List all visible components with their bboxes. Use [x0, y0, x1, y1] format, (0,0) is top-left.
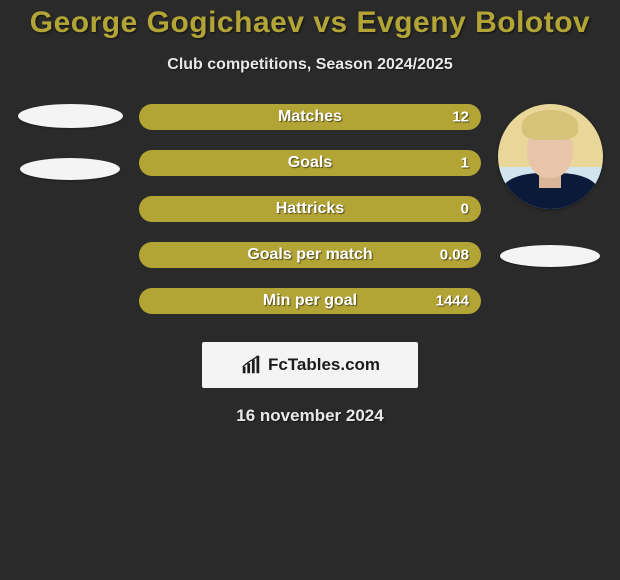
stat-label: Hattricks: [276, 200, 344, 218]
avatar-hair: [522, 110, 578, 140]
stat-value: 0.08: [440, 247, 469, 264]
stat-value: 0: [461, 201, 469, 218]
stat-bar-hattricks: Hattricks 0: [139, 196, 481, 222]
right-avatar: [498, 104, 603, 209]
left-avatar-placeholder: [18, 104, 123, 128]
left-name-placeholder: [20, 158, 120, 180]
stat-bar-matches: Matches 12: [139, 104, 481, 130]
stat-label: Goals: [288, 154, 332, 172]
chart-icon: [240, 354, 262, 376]
page-title: George Gogichaev vs Evgeny Bolotov: [0, 0, 620, 40]
stat-label: Min per goal: [263, 292, 357, 310]
watermark: FcTables.com: [202, 342, 418, 388]
stat-bar-goals-per-match: Goals per match 0.08: [139, 242, 481, 268]
stat-label: Matches: [278, 108, 342, 126]
right-player-column: [490, 104, 610, 267]
date-text: 16 november 2024: [236, 406, 383, 425]
stat-bar-goals: Goals 1: [139, 150, 481, 176]
left-player-column: [10, 104, 130, 180]
right-name-placeholder: [500, 245, 600, 267]
title-text: George Gogichaev vs Evgeny Bolotov: [30, 6, 591, 39]
stat-bar-min-per-goal: Min per goal 1444: [139, 288, 481, 314]
watermark-text: FcTables.com: [268, 355, 380, 375]
stat-value: 1444: [436, 293, 469, 310]
subtitle: Club competitions, Season 2024/2025: [0, 56, 620, 74]
date: 16 november 2024: [0, 406, 620, 426]
stat-label: Goals per match: [247, 246, 372, 264]
subtitle-text: Club competitions, Season 2024/2025: [167, 56, 452, 73]
stat-value: 12: [452, 109, 469, 126]
stat-value: 1: [461, 155, 469, 172]
stat-bars: Matches 12 Goals 1 Hattricks 0 Goals per…: [139, 104, 481, 314]
comparison-content: Matches 12 Goals 1 Hattricks 0 Goals per…: [0, 104, 620, 426]
